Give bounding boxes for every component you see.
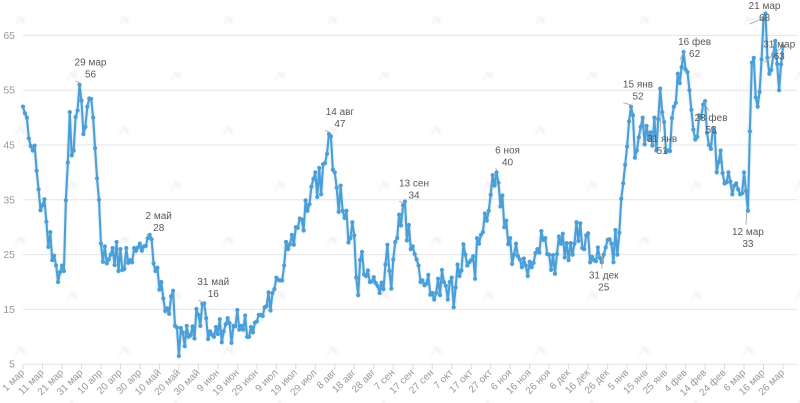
svg-text:13 сен: 13 сен xyxy=(399,178,429,189)
svg-text:31 янв: 31 янв xyxy=(647,134,677,145)
svg-text:25: 25 xyxy=(598,283,610,294)
svg-text:63: 63 xyxy=(774,51,786,62)
svg-text:12 мар: 12 мар xyxy=(732,227,764,238)
svg-text:56: 56 xyxy=(85,70,97,81)
svg-text:51: 51 xyxy=(657,146,669,157)
svg-text:6 ноя: 6 ноя xyxy=(495,145,520,156)
svg-text:25: 25 xyxy=(3,249,15,261)
svg-text:45: 45 xyxy=(3,140,15,152)
svg-text:29 мар: 29 мар xyxy=(75,58,107,69)
svg-text:14 авг: 14 авг xyxy=(326,107,355,118)
svg-text:55: 55 xyxy=(3,85,15,97)
svg-text:15: 15 xyxy=(3,304,15,316)
svg-text:65: 65 xyxy=(3,30,15,42)
svg-text:2 май: 2 май xyxy=(146,211,172,222)
svg-text:28 фев: 28 фев xyxy=(695,112,728,124)
svg-text:31 дек: 31 дек xyxy=(589,271,619,282)
svg-text:34: 34 xyxy=(408,190,420,201)
svg-text:5: 5 xyxy=(9,359,15,371)
svg-text:40: 40 xyxy=(502,157,514,168)
svg-text:16 фев: 16 фев xyxy=(678,36,711,48)
svg-text:31 мар: 31 мар xyxy=(763,39,795,50)
svg-text:21 мар: 21 мар xyxy=(749,1,781,12)
svg-text:28: 28 xyxy=(153,223,165,234)
svg-text:33: 33 xyxy=(742,239,754,250)
svg-text:68: 68 xyxy=(759,13,771,24)
svg-text:16: 16 xyxy=(208,289,220,300)
svg-text:53: 53 xyxy=(705,125,717,136)
svg-text:62: 62 xyxy=(689,49,701,60)
svg-text:31 май: 31 май xyxy=(197,277,229,288)
svg-text:47: 47 xyxy=(334,119,346,130)
svg-text:15 янв: 15 янв xyxy=(623,80,653,91)
svg-text:52: 52 xyxy=(632,92,644,103)
svg-text:35: 35 xyxy=(3,194,15,206)
